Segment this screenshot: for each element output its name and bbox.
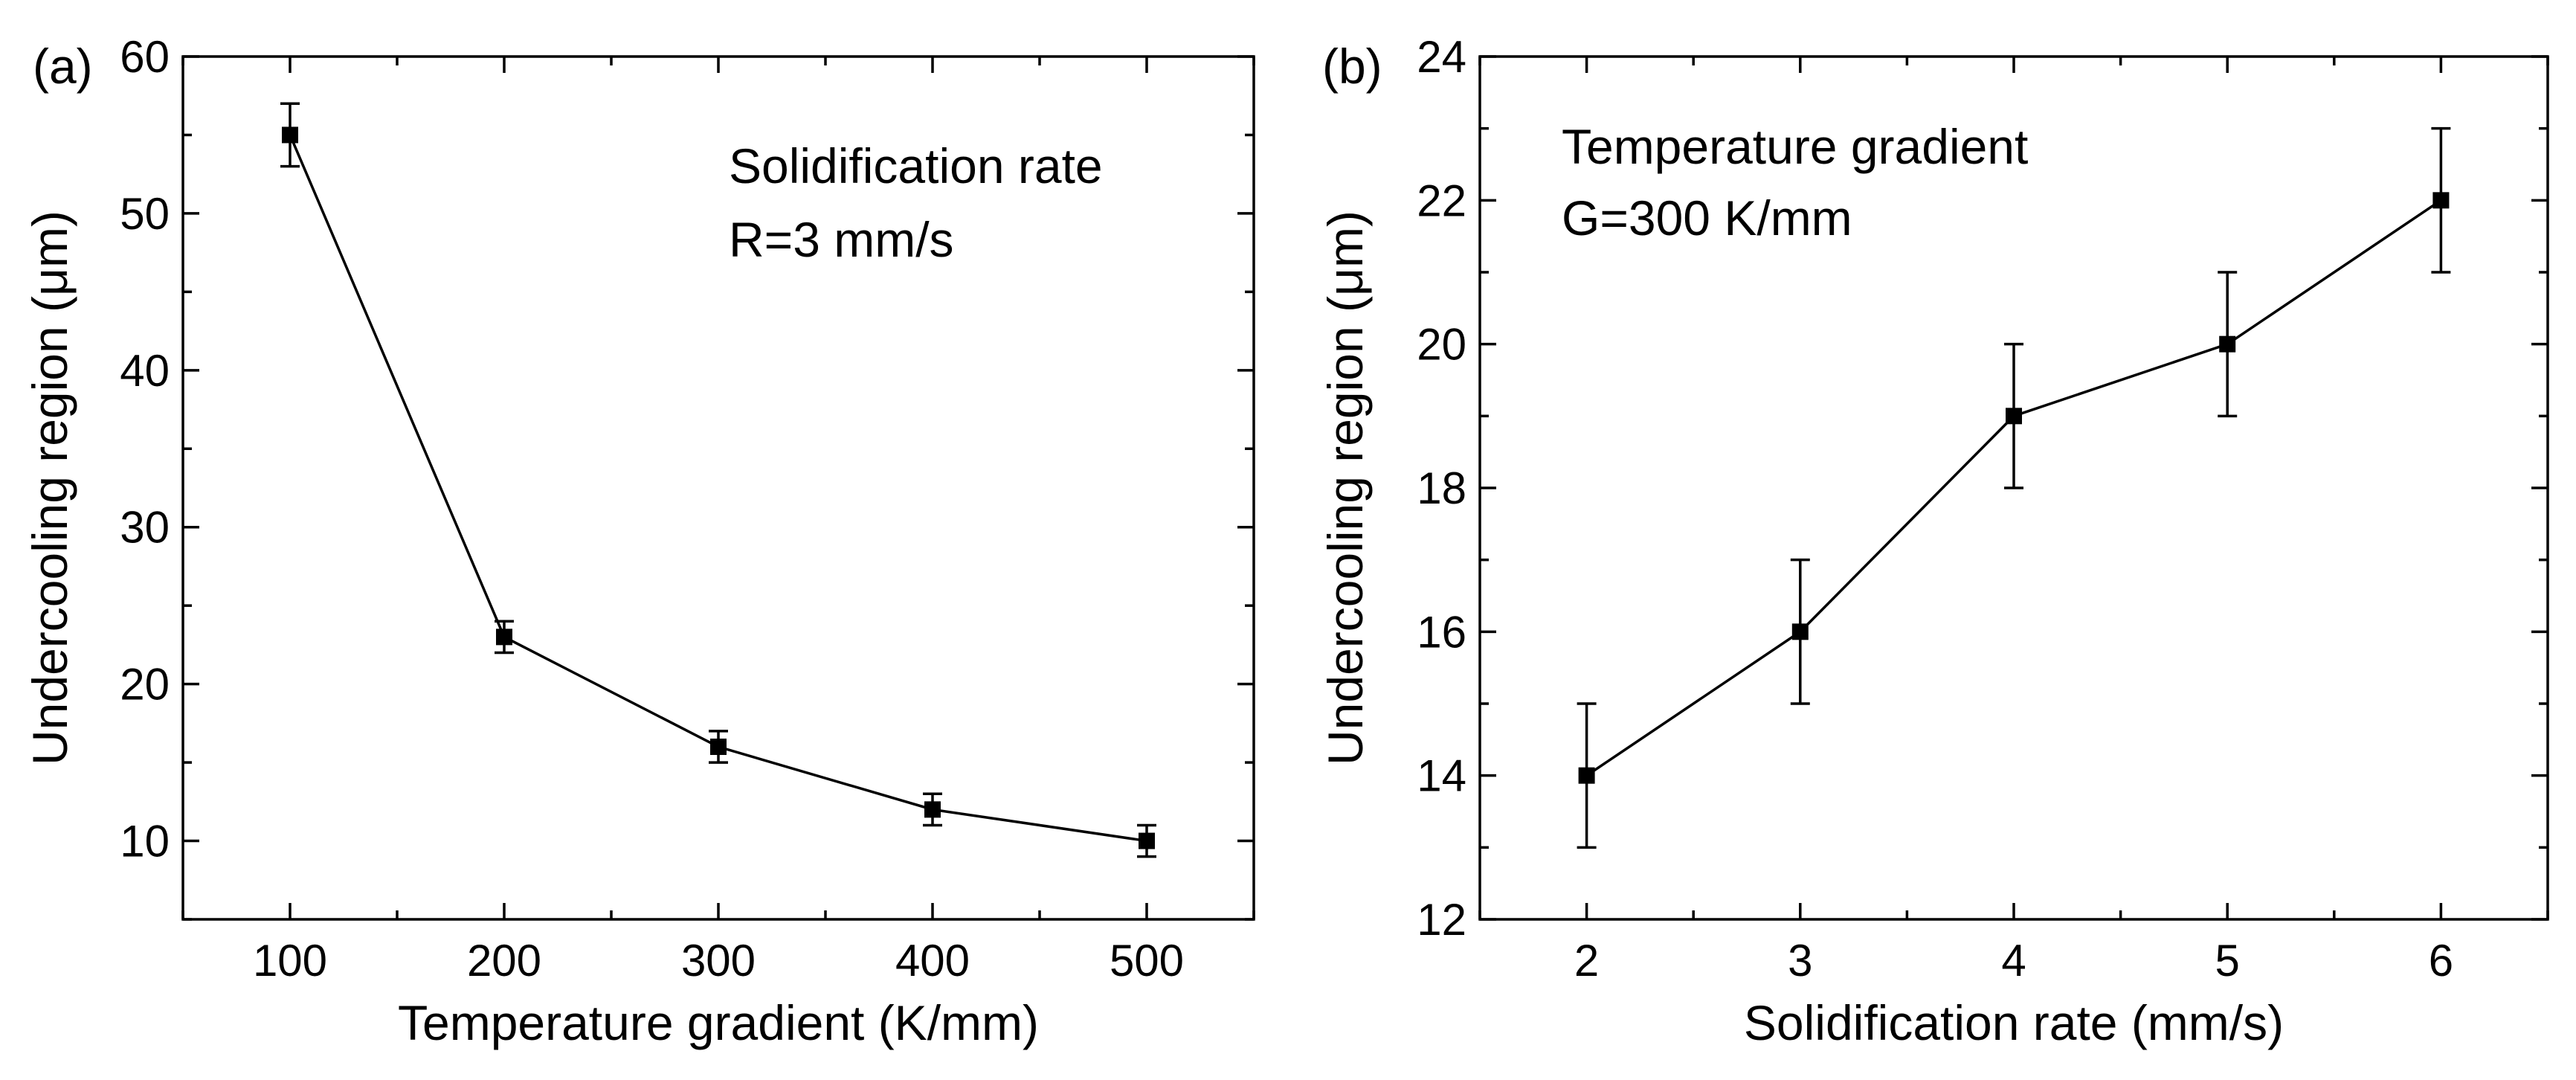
- data-point: [496, 629, 512, 646]
- y-tick-label: 18: [1417, 463, 1466, 513]
- x-tick-label: 6: [2429, 936, 2453, 986]
- data-point: [924, 801, 941, 818]
- panel-label: (b): [1322, 39, 1382, 94]
- x-tick-label: 400: [895, 936, 970, 986]
- y-tick-label: 14: [1417, 751, 1466, 801]
- x-tick-label: 100: [253, 936, 327, 986]
- y-axis-label: Undercooling region (μm): [22, 210, 77, 765]
- data-point: [710, 739, 727, 755]
- annotation-line-1: Temperature gradient: [1562, 119, 2028, 174]
- y-tick-label: 30: [120, 503, 170, 553]
- data-point: [1791, 623, 1809, 640]
- y-tick-label: 60: [120, 32, 170, 82]
- panel-label: (a): [33, 39, 93, 94]
- x-tick-label: 2: [1574, 936, 1599, 986]
- y-tick-label: 40: [120, 346, 170, 396]
- x-tick-label: 500: [1110, 936, 1184, 986]
- y-tick-label: 10: [120, 817, 170, 867]
- y-tick-label: 24: [1417, 32, 1466, 82]
- annotation-line-1: Solidification rate: [729, 138, 1103, 193]
- x-axis-label: Temperature gradient (K/mm): [398, 995, 1039, 1050]
- y-tick-label: 16: [1417, 607, 1466, 657]
- y-tick-label: 20: [120, 660, 170, 710]
- annotation-line-2: R=3 mm/s: [729, 212, 954, 267]
- panel-b: 2 3 4 5 6 12 14 16 18 20 22 24 Solidification rate (…: [1318, 32, 2549, 1050]
- y-tick-label: 22: [1417, 176, 1466, 225]
- y-axis-label: Undercooling region (μm): [1318, 210, 1373, 765]
- x-tick-label: 300: [681, 936, 756, 986]
- data-point: [2006, 408, 2022, 425]
- data-point: [1578, 767, 1595, 784]
- y-tick-label: 50: [120, 189, 170, 239]
- x-tick-label: 4: [2001, 936, 2026, 986]
- x-tick-label: 200: [467, 936, 541, 986]
- data-point: [1139, 832, 1155, 849]
- data-point: [2432, 192, 2450, 209]
- panel-a: 100 200 300 400 500 10 20 30 40 50 60 Temperature g…: [22, 32, 1255, 1050]
- x-axis-label: Solidification rate (mm/s): [1744, 995, 2284, 1050]
- y-tick-label: 12: [1417, 895, 1466, 945]
- x-tick-label: 3: [1788, 936, 1812, 986]
- annotation-line-2: G=300 K/mm: [1562, 190, 1852, 245]
- data-point: [2219, 335, 2236, 353]
- data-point: [282, 126, 298, 144]
- y-tick-label: 20: [1417, 320, 1466, 370]
- x-tick-label: 5: [2215, 936, 2240, 986]
